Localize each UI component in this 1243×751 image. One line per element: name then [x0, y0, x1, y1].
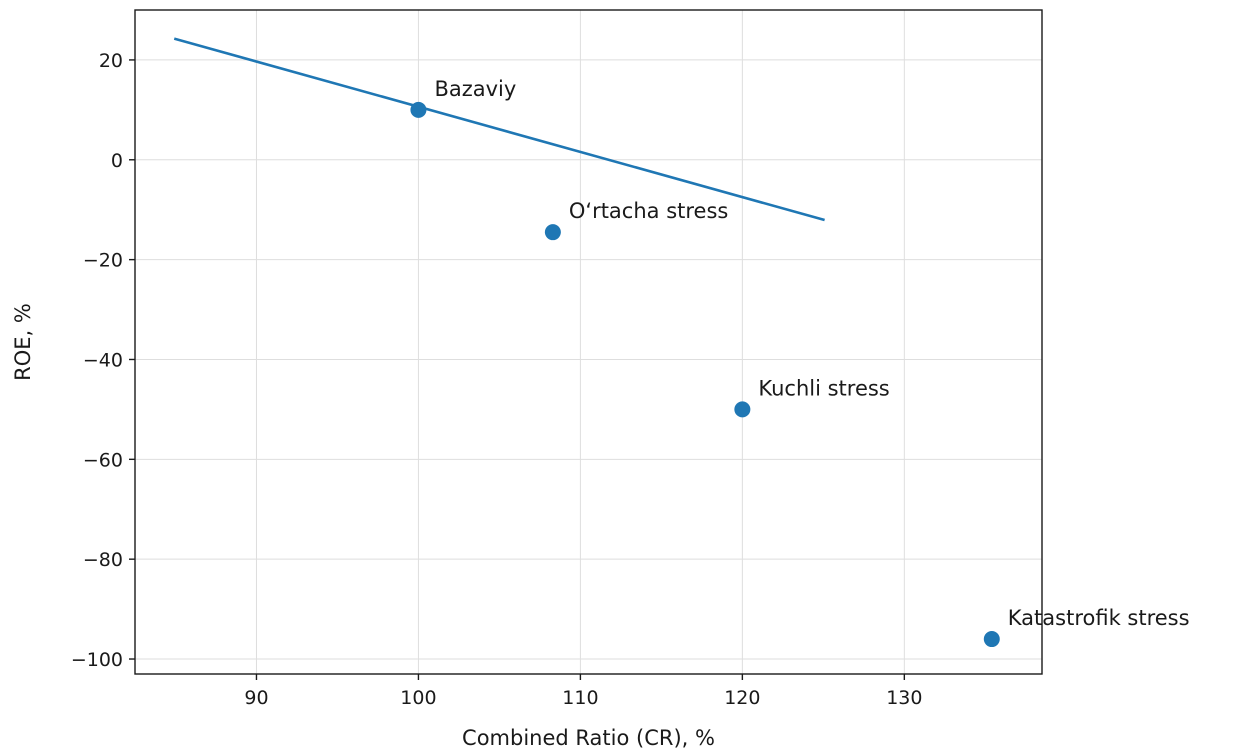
- x-axis-label: Combined Ratio (CR), %: [462, 726, 715, 750]
- scatter-point: [734, 401, 751, 418]
- point-label: Kuchli stress: [758, 376, 889, 400]
- point-label: Katastrofik stress: [1008, 606, 1190, 630]
- y-tick-label: −40: [83, 349, 123, 371]
- plot-frame: [134, 9, 1043, 675]
- trend-line: [173, 37, 825, 222]
- data-series: [173, 37, 1000, 648]
- y-tick-label: −60: [83, 449, 123, 471]
- x-tick-label: 100: [400, 687, 436, 709]
- point-label: Bazaviy: [434, 77, 516, 101]
- x-tick-label: 90: [244, 687, 268, 709]
- y-tick-label: 20: [99, 50, 123, 72]
- point-labels: Bazaviy O‘rtacha stress Kuchli stress Katas…: [434, 77, 1189, 630]
- y-tick-label: −100: [71, 649, 123, 671]
- y-tick-label: 0: [111, 150, 123, 172]
- y-tick-label: −20: [83, 250, 123, 272]
- x-tick-label: 130: [886, 687, 922, 709]
- y-tick-label: −80: [83, 549, 123, 571]
- x-tick-label: 110: [562, 687, 598, 709]
- grid: [135, 10, 1042, 674]
- scatter-point: [410, 101, 427, 118]
- x-tick-label: 120: [724, 687, 760, 709]
- axes: 90 100 110 120 130 20 0 −20 −40 −60 −80 −100: [71, 50, 923, 709]
- scatter-point: [983, 631, 1000, 648]
- point-label: O‘rtacha stress: [569, 199, 729, 223]
- y-axis-label: ROE, %: [11, 303, 35, 381]
- scatter-point: [544, 224, 561, 241]
